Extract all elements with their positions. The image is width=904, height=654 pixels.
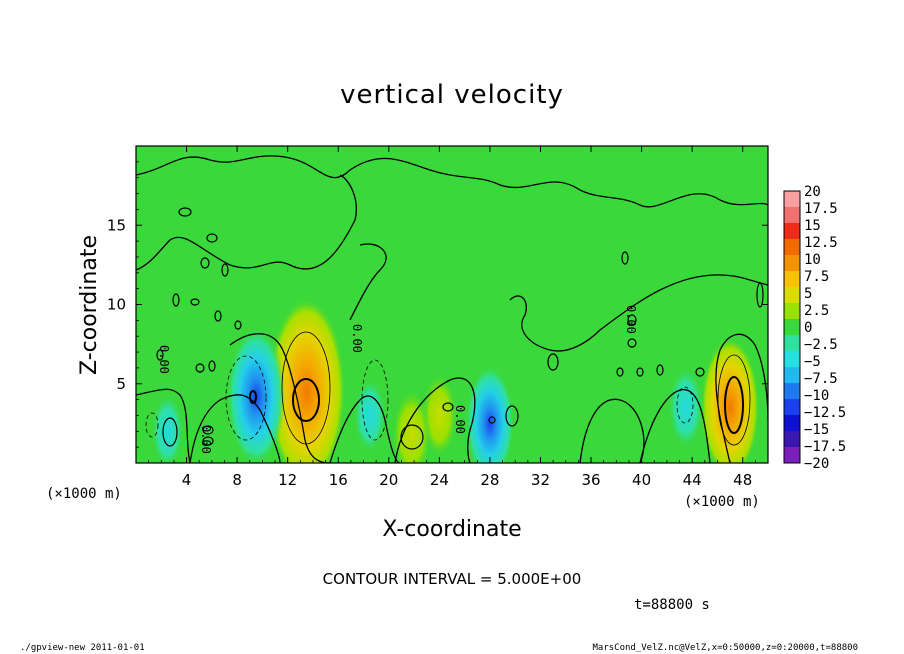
contour-label: 0.00 — [199, 425, 213, 454]
colorbar-swatch — [784, 303, 800, 320]
colorbar-label: 10 — [804, 252, 821, 268]
colorbar-swatch — [784, 255, 800, 272]
x-tick-label: 44 — [683, 471, 702, 489]
colorbar-frame — [783, 190, 801, 464]
colorbar-label: −5 — [804, 354, 821, 370]
colorbar-label: −7.5 — [804, 371, 838, 387]
colorbar-swatch — [784, 191, 800, 208]
x-tick-label: 32 — [531, 471, 550, 489]
colorbar-swatch — [784, 415, 800, 432]
small-contours — [156, 207, 764, 446]
colorbar-label: 0 — [804, 320, 812, 336]
x-axis: 4 8 12 16 20 24 28 32 36 40 44 48 — [148, 146, 756, 489]
colorbar-swatch — [784, 287, 800, 304]
x-tick-label: 28 — [480, 471, 499, 489]
feature-updraft — [391, 388, 432, 463]
colorbar-swatch — [784, 399, 800, 416]
contour-label: 0.00 — [624, 305, 638, 334]
contour-label: 0.00 — [350, 324, 364, 353]
x-tick-label: 12 — [278, 471, 297, 489]
colorbar-label: 5 — [804, 286, 812, 302]
colorbar-label: 2.5 — [804, 303, 829, 319]
colorbar-swatch — [784, 367, 800, 384]
x-tick-label: 24 — [430, 471, 449, 489]
x-tick-label: 40 — [632, 471, 651, 489]
colorbar-label: 20 — [804, 184, 821, 200]
x-tick-label: 4 — [182, 471, 192, 489]
colorbar-label: 7.5 — [804, 269, 829, 285]
colorbar-label: −2.5 — [804, 337, 838, 353]
y-axis-label: Z-coordinate — [77, 235, 102, 375]
colorbar-swatch — [784, 447, 800, 464]
contour-labels: 0.00 0.00 0.00 0.00 0.00 — [157, 305, 638, 454]
colorbar-label: 17.5 — [804, 201, 838, 217]
colorbar-swatch — [784, 207, 800, 224]
dashed-contours — [145, 355, 694, 441]
time-text: t=88800 s — [634, 597, 710, 613]
colorbar-swatch — [784, 351, 800, 368]
y-tick-label: 5 — [116, 375, 126, 393]
colorbar-swatch — [784, 319, 800, 336]
contour-label: 0.00 — [157, 345, 171, 374]
chart-title: vertical velocity — [340, 80, 564, 110]
inner-contours — [162, 331, 751, 450]
colorbar: 2017.51512.5107.552.50−2.5−5−7.5−10−12.5… — [783, 184, 846, 472]
x-tick-label: 20 — [379, 471, 398, 489]
y-tick-label: 10 — [107, 296, 126, 314]
x-unit-left: (×1000 m) — [46, 486, 122, 502]
x-unit-right: (×1000 m) — [684, 494, 760, 510]
colorbar-label: −10 — [804, 388, 829, 404]
colorbar-swatch — [784, 223, 800, 240]
colorbar-label: −15 — [804, 422, 829, 438]
footer-left: ./gpview-new 2011-01-01 — [20, 643, 145, 653]
velocity-features — [151, 297, 760, 463]
y-tick-label: 15 — [107, 216, 126, 234]
colorbar-label: −17.5 — [804, 439, 846, 455]
colorbar-swatch — [784, 335, 800, 352]
footer-right: MarsCond_VelZ.nc@VelZ,x=0:50000,z=0:2000… — [592, 643, 858, 653]
feature-updraft — [700, 337, 760, 463]
colorbar-label: 12.5 — [804, 235, 838, 251]
contour-interval-text: CONTOUR INTERVAL = 5.000E+00 — [323, 570, 582, 588]
colorbar-label: 15 — [804, 218, 821, 234]
plot-area — [136, 146, 768, 463]
colorbar-label: −12.5 — [804, 405, 846, 421]
x-tick-label: 48 — [733, 471, 752, 489]
y-axis: 5 10 15 — [107, 161, 768, 448]
colorbar-swatch — [784, 431, 800, 448]
feature-updraft — [267, 297, 346, 463]
feature-downdraft — [151, 393, 184, 463]
contour-label: 0.00 — [453, 405, 467, 434]
feature-downdraft — [353, 377, 387, 454]
x-axis-label: X-coordinate — [382, 517, 521, 542]
x-tick-label: 16 — [329, 471, 348, 489]
colorbar-swatch — [784, 383, 800, 400]
colorbar-swatch — [784, 239, 800, 256]
colorbar-label: −20 — [804, 456, 829, 472]
feature-downdraft — [667, 365, 704, 450]
x-tick-label: 36 — [581, 471, 600, 489]
colorbar-swatch — [784, 271, 800, 288]
feature-downdraft — [465, 365, 515, 463]
x-tick-label: 8 — [232, 471, 242, 489]
